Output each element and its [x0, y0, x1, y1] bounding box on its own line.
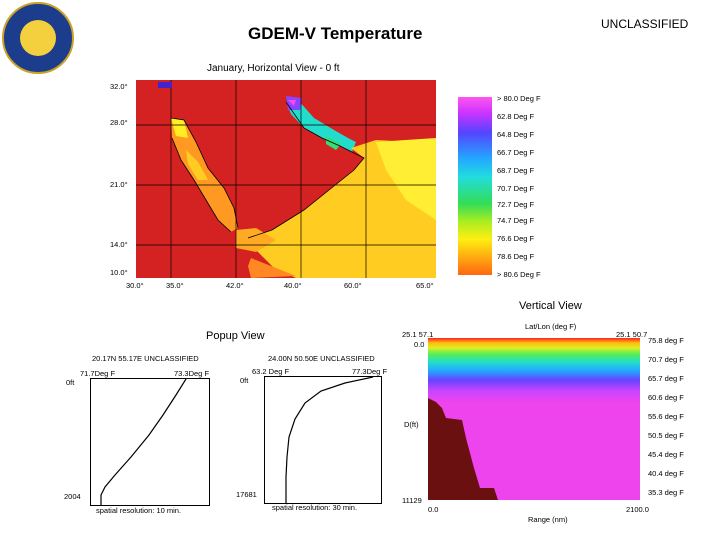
y-tick: 21.0°	[110, 180, 128, 189]
red-sea-mid	[186, 150, 208, 180]
navoceano-seal-icon	[2, 2, 74, 74]
x-tick: 65.0°	[416, 281, 434, 290]
classification-banner: UNCLASSIFIED	[601, 17, 689, 31]
vertical-color-labels: 75.8 deg F 70.7 deg F 65.7 deg F 60.6 de…	[648, 336, 718, 506]
legend-label: 70.7 Deg F	[497, 184, 535, 193]
profile1-plot[interactable]	[90, 378, 210, 506]
vertical-axis-title: Lat/Lon (deg F)	[525, 322, 577, 331]
map-x-ticks: 30.0° 35.0° 42.0° 40.0° 60.0° 65.0°	[126, 281, 446, 293]
vertical-color-label: 60.6 deg F	[648, 393, 684, 402]
y-tick: 28.0°	[110, 118, 128, 127]
gulf-of-aden	[236, 228, 276, 252]
profile1-temp-right: 73.3Deg F	[174, 369, 210, 378]
vertical-view-title: Vertical View	[519, 300, 582, 312]
profile2-depth-bottom: 17681	[236, 490, 257, 499]
legend-label: > 80.6 Deg F	[497, 270, 541, 279]
vertical-color-label: 40.4 deg F	[648, 469, 684, 478]
seafloor-profile	[428, 398, 498, 500]
vertical-top-left: 25.1 57.1	[402, 330, 434, 339]
vertical-color-label: 35.3 deg F	[648, 488, 684, 497]
vertical-color-label: 65.7 deg F	[648, 374, 684, 383]
legend-label: 72.7 Deg F	[497, 200, 535, 209]
arabian-sea-east	[376, 138, 436, 220]
coastline	[170, 101, 365, 239]
legend-label: 68.7 Deg F	[497, 166, 535, 175]
x-tick: 40.0°	[284, 281, 302, 290]
vertical-x-label: Range (nm)	[528, 515, 568, 524]
profile2-footer: spatial resolution: 30 min.	[272, 503, 358, 512]
warm-south	[248, 258, 296, 278]
legend-label: 66.7 Deg F	[497, 148, 535, 157]
vertical-x-right: 2100.0	[626, 505, 649, 514]
temperature-legend-labels: > 80.0 Deg F 62.8 Deg F 64.8 Deg F 66.7 …	[497, 94, 577, 279]
persian-gulf	[286, 100, 356, 152]
profile1-depth-top: 0ft	[66, 378, 75, 387]
x-tick: 30.0°	[126, 281, 144, 290]
profile2-header: 24.00N 50.50E UNCLASSIFIED	[268, 354, 375, 363]
vertical-y-mid: D(ft)	[404, 420, 419, 429]
profile1-curve	[100, 379, 187, 505]
legend-label: > 80.0 Deg F	[497, 94, 541, 103]
persian-gulf-tip	[288, 100, 296, 106]
profile2-depth-top: 0ft	[240, 376, 249, 385]
profile1-footer: spatial resolution: 10 min.	[96, 506, 182, 515]
vertical-section-plot[interactable]	[428, 338, 640, 500]
vertical-y-bottom: 11129	[402, 496, 422, 505]
legend-label: 74.7 Deg F	[497, 216, 535, 225]
y-tick: 10.0°	[110, 268, 128, 277]
popup-view-title: Popup View	[206, 330, 265, 342]
profile2-curve	[285, 377, 374, 503]
vertical-color-label: 75.8 deg F	[648, 336, 684, 345]
temperature-legend-bar	[458, 97, 492, 275]
vertical-color-label: 55.6 deg F	[648, 412, 684, 421]
x-tick: 60.0°	[344, 281, 362, 290]
legend-label: 78.6 Deg F	[497, 252, 535, 261]
profile2-temp-right: 77.3Deg F	[352, 367, 388, 376]
legend-label: 62.8 Deg F	[497, 112, 535, 121]
map-marker	[158, 82, 172, 88]
legend-label: 76.6 Deg F	[497, 234, 535, 243]
vertical-x-left: 0.0	[428, 505, 439, 514]
vertical-color-label: 50.5 deg F	[648, 431, 684, 440]
profile1-header: 20.17N 55.17E UNCLASSIFIED	[92, 354, 199, 363]
profile2-plot[interactable]	[264, 376, 382, 504]
map-title: January, Horizontal View - 0 ft	[207, 63, 340, 74]
map-y-ticks: 32.0° 28.0° 21.0° 14.0° 10.0°	[110, 82, 136, 277]
vertical-y-top: 0.0	[414, 340, 425, 349]
legend-label: 64.8 Deg F	[497, 130, 535, 139]
profile1-depth-bottom: 2004	[64, 492, 81, 501]
y-tick: 14.0°	[110, 240, 128, 249]
seal-center	[20, 20, 56, 56]
x-tick: 42.0°	[226, 281, 244, 290]
red-sea-north	[171, 118, 188, 138]
map-grid	[136, 80, 436, 278]
horizontal-map[interactable]	[136, 80, 436, 278]
vertical-color-label: 45.4 deg F	[648, 450, 684, 459]
y-tick: 32.0°	[110, 82, 128, 91]
profile2-temp-left: 63.2 Deg F	[252, 367, 290, 376]
profile1-temp-left: 71.7Deg F	[80, 369, 116, 378]
slide-title: GDEM-V Temperature	[248, 24, 423, 43]
vertical-top-right: 25.1 50.7	[616, 330, 648, 339]
x-tick: 35.0°	[166, 281, 184, 290]
vertical-color-label: 70.7 deg F	[648, 355, 684, 364]
